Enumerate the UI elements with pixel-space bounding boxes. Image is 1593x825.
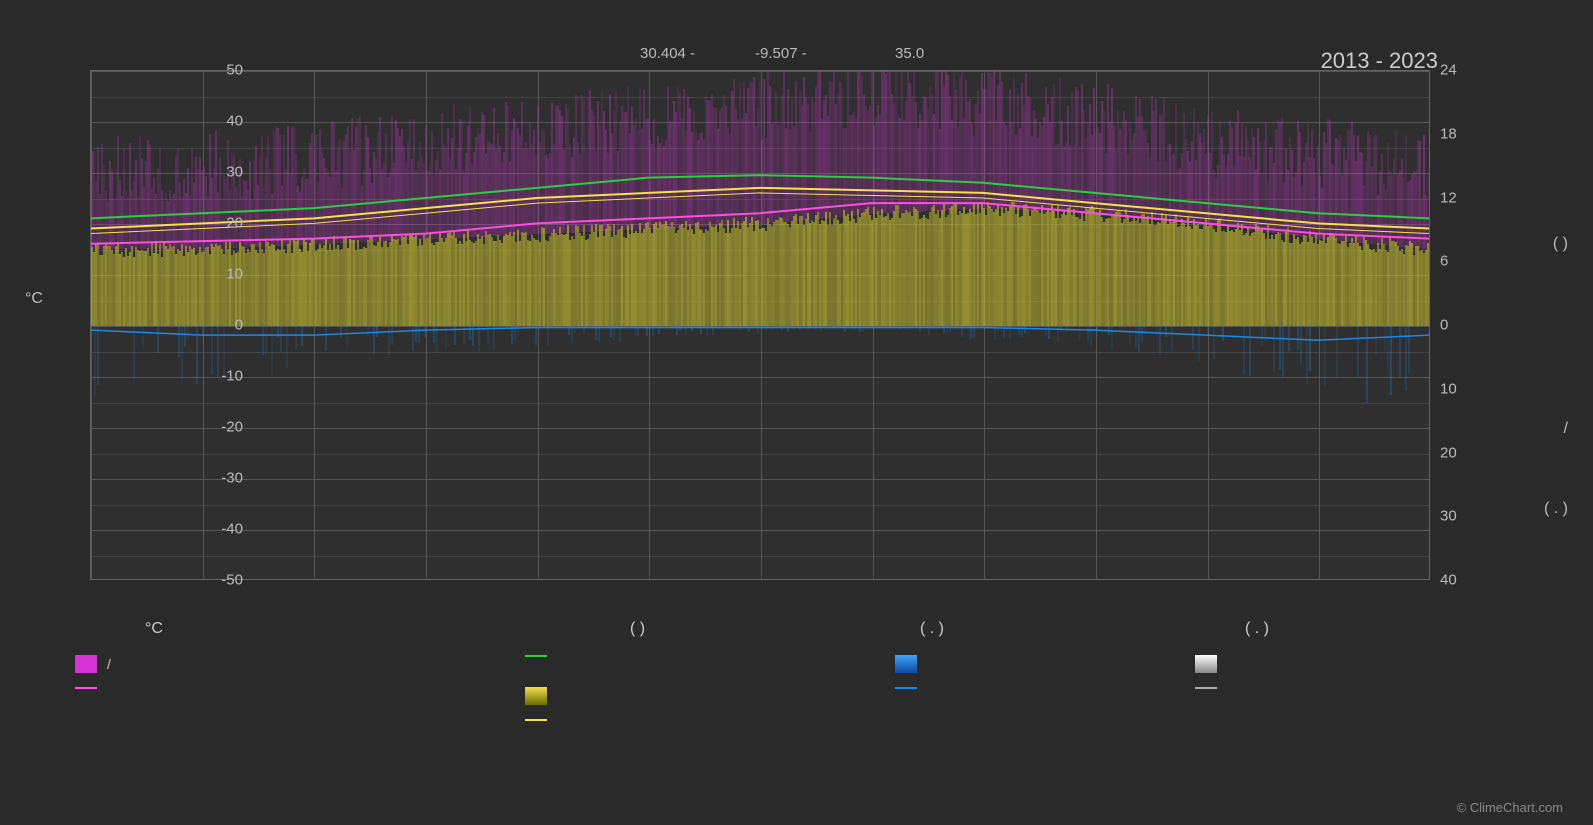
legend-item: / (75, 655, 111, 673)
y-tick-left: 50 (183, 62, 243, 79)
y-axis-left-title: °C (25, 290, 43, 308)
legend-item (895, 655, 927, 673)
legend-item (1195, 687, 1227, 689)
y-tick-right: 20 (1440, 444, 1500, 461)
legend-line-icon (525, 719, 547, 721)
legend-label: / (107, 656, 111, 672)
coord-elev: 35.0 (895, 45, 924, 62)
y-tick-left: 10 (183, 266, 243, 283)
legend-item (75, 687, 107, 689)
y-axis-right-slash: / (1564, 420, 1568, 438)
legend-line-icon (1195, 687, 1217, 689)
y-tick-right: 6 (1440, 253, 1500, 270)
legend-line-icon (525, 655, 547, 657)
chart (90, 70, 1430, 580)
copyright: © ClimeChart.com (1457, 800, 1563, 815)
legend-item (1195, 655, 1227, 673)
y-tick-left: -40 (183, 521, 243, 538)
legend-item (525, 687, 557, 705)
legend-header-3: ( . ) (920, 620, 944, 638)
coord-lat: 30.404 - (640, 45, 695, 62)
y-tick-left: 40 (183, 113, 243, 130)
y-tick-left: -20 (183, 419, 243, 436)
legend-swatch-icon (75, 655, 97, 673)
y-tick-left: 30 (183, 164, 243, 181)
y-tick-right: 0 (1440, 317, 1500, 334)
y-axis-right-paren-bot: ( . ) (1544, 500, 1568, 518)
legend-item (525, 719, 557, 721)
y-tick-right: 24 (1440, 62, 1500, 79)
y-tick-right: 18 (1440, 125, 1500, 142)
legend-item (525, 655, 557, 657)
legend-swatch-icon (525, 687, 547, 705)
y-tick-right: 40 (1440, 572, 1500, 589)
plot-area (91, 71, 1429, 579)
y-tick-left: -10 (183, 368, 243, 385)
y-tick-left: -50 (183, 572, 243, 589)
legend-swatch-icon (895, 655, 917, 673)
legend-item (895, 687, 927, 689)
y-tick-right: 12 (1440, 189, 1500, 206)
y-tick-right: 30 (1440, 508, 1500, 525)
legend-header-1: °C (145, 620, 163, 638)
coord-lon: -9.507 - (755, 45, 807, 62)
legend-header-4: ( . ) (1245, 620, 1269, 638)
curves (91, 71, 1429, 579)
legend-line-icon (895, 687, 917, 689)
legend-header-2: ( ) (630, 620, 645, 638)
y-tick-left: 0 (183, 317, 243, 334)
legend-swatch-icon (1195, 655, 1217, 673)
y-tick-left: -30 (183, 470, 243, 487)
y-tick-left: 20 (183, 215, 243, 232)
y-axis-right-paren-top: ( ) (1553, 235, 1568, 253)
legend-line-icon (75, 687, 97, 689)
y-tick-right: 10 (1440, 380, 1500, 397)
